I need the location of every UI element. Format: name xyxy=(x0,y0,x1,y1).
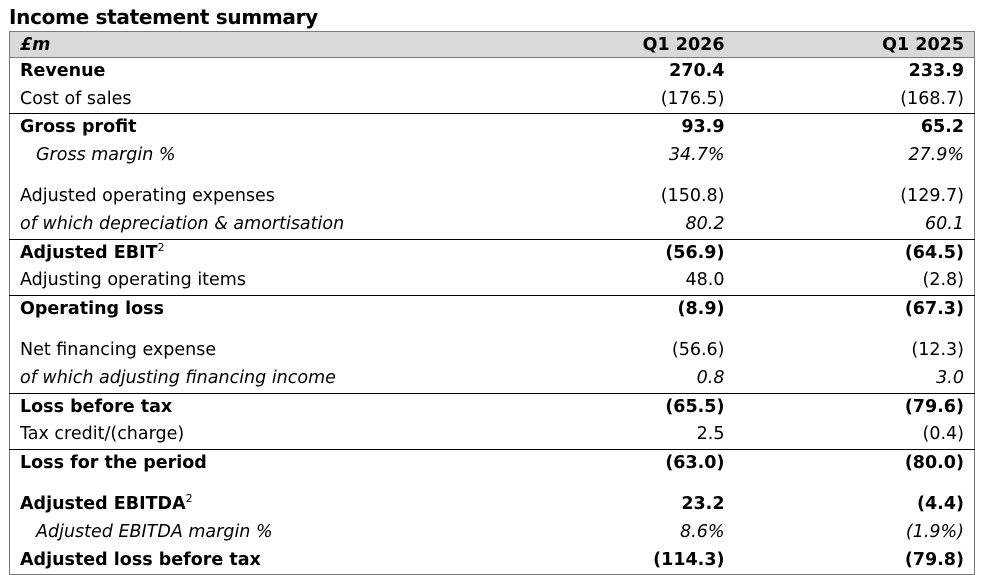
row-gross-profit: Gross profit 93.9 65.2 xyxy=(9,113,975,142)
value-q1-2026: 48.0 xyxy=(685,270,725,291)
value-q1-2026: 93.9 xyxy=(489,113,735,142)
value-q1-2025: (67.3) xyxy=(734,294,975,324)
row-label: Gross profit xyxy=(9,113,490,142)
value-q1-2026: (56.6) xyxy=(671,340,725,361)
row-cost-of-sales: Cost of sales (176.5) (168.7) xyxy=(10,86,975,114)
row-label-text: Adjusted EBITDA xyxy=(20,494,186,515)
value-q1-2026: 0.8 xyxy=(696,367,725,388)
value-q1-2026: 8.6% xyxy=(680,521,725,542)
unit-header: £m xyxy=(9,31,490,58)
value-q1-2026: (150.8) xyxy=(660,186,725,207)
value-q1-2025: (1.9%) xyxy=(905,521,964,542)
value-q1-2025: (12.3) xyxy=(911,340,964,361)
row-adjusting-operating-items: Adjusting operating items 48.0 (2.8) xyxy=(10,267,975,295)
row-label: Adjusted EBITDA margin % xyxy=(36,521,273,542)
value-q1-2025: 27.9% xyxy=(908,144,964,165)
row-adjusting-financing-income: of which adjusting financing income 0.8 … xyxy=(10,365,975,393)
header-row: £m Q1 2026 Q1 2025 xyxy=(9,31,975,58)
row-label: Operating loss xyxy=(9,294,490,324)
value-q1-2026: (65.5) xyxy=(489,392,735,422)
value-q1-2025: (79.8) xyxy=(904,549,964,570)
row-adjusted-ebit: Adjusted EBIT2 (56.9) (64.5) xyxy=(9,238,975,268)
value-q1-2025: 233.9 xyxy=(908,61,964,81)
row-label: Net financing expense xyxy=(20,340,217,361)
value-q1-2026: (176.5) xyxy=(660,88,725,109)
column-header-q1-2026: Q1 2026 xyxy=(489,31,735,58)
row-label: of which depreciation & amortisation xyxy=(20,213,345,234)
row-adjusted-ebitda: Adjusted EBITDA2 23.2 (4.4) xyxy=(10,477,975,519)
value-q1-2025: 60.1 xyxy=(925,213,964,234)
row-label: Loss for the period xyxy=(9,448,490,478)
row-tax-credit-charge: Tax credit/(charge) 2.5 (0.4) xyxy=(10,421,975,449)
value-q1-2025: (168.7) xyxy=(900,88,964,109)
row-adjusted-operating-expenses: Adjusted operating expenses (150.8) (129… xyxy=(10,169,975,211)
value-q1-2025: (129.7) xyxy=(900,186,964,207)
value-q1-2025: (79.6) xyxy=(734,392,975,422)
row-label: Adjusted EBIT2 xyxy=(9,238,490,268)
value-q1-2025: 3.0 xyxy=(936,367,964,388)
row-label: Tax credit/(charge) xyxy=(20,424,185,445)
row-label: Revenue xyxy=(20,61,106,81)
row-label: Adjusted EBITDA2 xyxy=(10,477,490,519)
row-gross-margin: Gross margin % 34.7% 27.9% xyxy=(10,142,975,170)
row-adjusted-loss-before-tax: Adjusted loss before tax (114.3) (79.8) xyxy=(10,547,975,575)
value-q1-2026: 34.7% xyxy=(668,144,725,165)
value-q1-2025: (4.4) xyxy=(917,494,964,515)
row-label: Adjusted operating expenses xyxy=(20,186,275,207)
value-q1-2026: (114.3) xyxy=(653,549,725,570)
value-q1-2025: (0.4) xyxy=(922,424,965,445)
footnote-marker: 2 xyxy=(185,492,193,506)
row-label: Adjusting operating items xyxy=(20,270,246,291)
value-q1-2026: 2.5 xyxy=(696,424,725,445)
income-statement-table: £m Q1 2026 Q1 2025 Revenue 270.4 233.9 C… xyxy=(9,31,975,575)
column-header-q1-2025: Q1 2025 xyxy=(734,31,975,58)
row-revenue: Revenue 270.4 233.9 xyxy=(10,58,975,86)
footnote-marker: 2 xyxy=(157,240,165,254)
value-q1-2025: (80.0) xyxy=(734,448,975,478)
row-label-text: Adjusted EBIT xyxy=(20,242,158,263)
row-label: Loss before tax xyxy=(9,392,490,422)
value-q1-2026: (8.9) xyxy=(489,294,735,324)
value-q1-2026: 23.2 xyxy=(681,494,725,515)
value-q1-2026: 270.4 xyxy=(669,61,725,81)
value-q1-2026: (63.0) xyxy=(489,448,735,478)
value-q1-2025: (64.5) xyxy=(734,238,975,268)
row-net-financing-expense: Net financing expense (56.6) (12.3) xyxy=(10,323,975,365)
row-label: Cost of sales xyxy=(20,88,132,109)
row-adjusted-ebitda-margin: Adjusted EBITDA margin % 8.6% (1.9%) xyxy=(10,519,975,547)
row-operating-loss: Operating loss (8.9) (67.3) xyxy=(9,294,975,324)
value-q1-2026: (56.9) xyxy=(489,238,735,268)
page-title: Income statement summary xyxy=(9,5,318,29)
row-label: Gross margin % xyxy=(36,144,176,165)
row-label: Adjusted loss before tax xyxy=(20,549,261,570)
value-q1-2026: 80.2 xyxy=(685,213,725,234)
value-q1-2025: (2.8) xyxy=(922,270,965,291)
row-loss-before-tax: Loss before tax (65.5) (79.6) xyxy=(9,392,975,422)
row-loss-for-the-period: Loss for the period (63.0) (80.0) xyxy=(9,448,975,478)
value-q1-2025: 65.2 xyxy=(734,113,975,142)
row-label: of which adjusting financing income xyxy=(20,367,336,388)
row-depreciation-amortisation: of which depreciation & amortisation 80.… xyxy=(10,211,975,239)
